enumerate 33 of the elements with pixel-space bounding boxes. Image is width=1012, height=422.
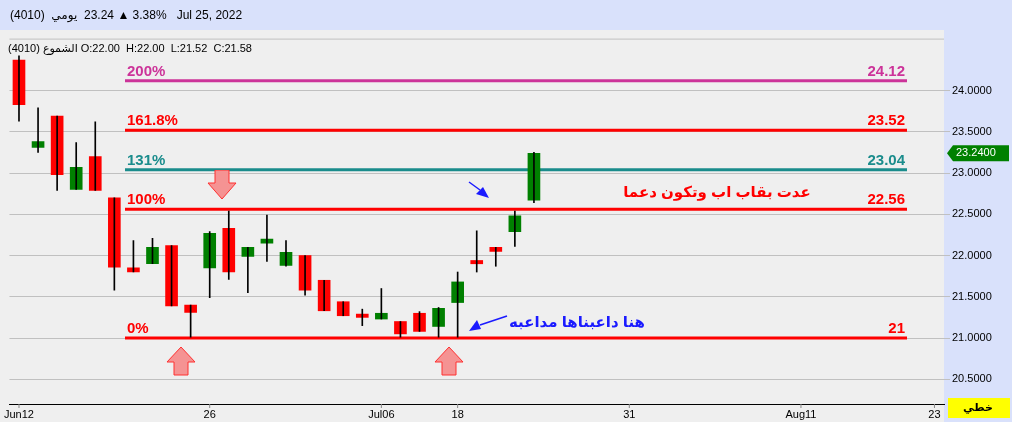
x-tick-label: 31 bbox=[623, 407, 636, 420]
ref-line-label: 21 bbox=[888, 319, 905, 337]
annotation: عدت بقاب اب وتكون دعما bbox=[623, 183, 811, 202]
y-tick-label: 24.0000 bbox=[952, 83, 992, 96]
candlestick bbox=[489, 246, 503, 267]
ref-line-label: 24.12 bbox=[867, 61, 905, 79]
y-tick-label: 23.0000 bbox=[952, 166, 992, 179]
x-tick-label: 18 bbox=[451, 407, 464, 420]
y-tick-label: 22.5000 bbox=[952, 207, 992, 220]
chart-subtitle: الشموع (4010) O:22.00 H:22.00 L:21.52 C:21.58 bbox=[8, 41, 252, 55]
ref-line-label: 23.52 bbox=[867, 111, 905, 129]
ref-line-label: 22.56 bbox=[867, 190, 905, 208]
annotation: 131% bbox=[127, 150, 166, 168]
annotation: 100% bbox=[127, 190, 166, 208]
y-tick-label: 20.5000 bbox=[952, 372, 992, 385]
ref-line-label: 23.04 bbox=[867, 150, 906, 168]
x-tick-label: 23 bbox=[928, 407, 941, 420]
x-tick-label: 26 bbox=[203, 407, 216, 420]
annotation: 161.8% bbox=[127, 111, 178, 129]
candlestick bbox=[317, 279, 331, 312]
x-tick-label: Jul06 bbox=[368, 407, 395, 420]
y-tick-label: 23.5000 bbox=[952, 124, 992, 137]
y-tick-label: 22.0000 bbox=[952, 248, 992, 261]
candlestick bbox=[336, 301, 350, 317]
y-tick-label: 21.0000 bbox=[952, 331, 992, 344]
text: خطي bbox=[963, 401, 993, 415]
x-tick-label: Aug11 bbox=[785, 407, 817, 420]
y-tick-label: 21.5000 bbox=[952, 289, 992, 302]
x-tick-label: Jun12 bbox=[3, 407, 34, 420]
annotation: هنا داعبناها مداعبه bbox=[508, 313, 646, 331]
annotation: 0% bbox=[127, 319, 149, 337]
annotation: 200% bbox=[127, 61, 166, 79]
text: 23.2400 bbox=[956, 146, 996, 159]
